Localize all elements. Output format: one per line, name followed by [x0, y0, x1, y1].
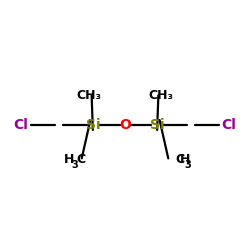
Text: 3: 3 — [71, 160, 78, 170]
Text: CH₃: CH₃ — [77, 89, 102, 102]
Text: Cl: Cl — [222, 118, 236, 132]
Text: Cl: Cl — [14, 118, 28, 132]
Text: C: C — [76, 153, 86, 166]
Text: Si: Si — [150, 118, 164, 132]
Text: H: H — [64, 153, 74, 166]
Text: O: O — [119, 118, 131, 132]
Text: 3: 3 — [184, 160, 191, 170]
Text: C: C — [176, 153, 185, 166]
Text: CH₃: CH₃ — [148, 89, 173, 102]
Text: Si: Si — [86, 118, 100, 132]
Text: H: H — [180, 153, 190, 166]
